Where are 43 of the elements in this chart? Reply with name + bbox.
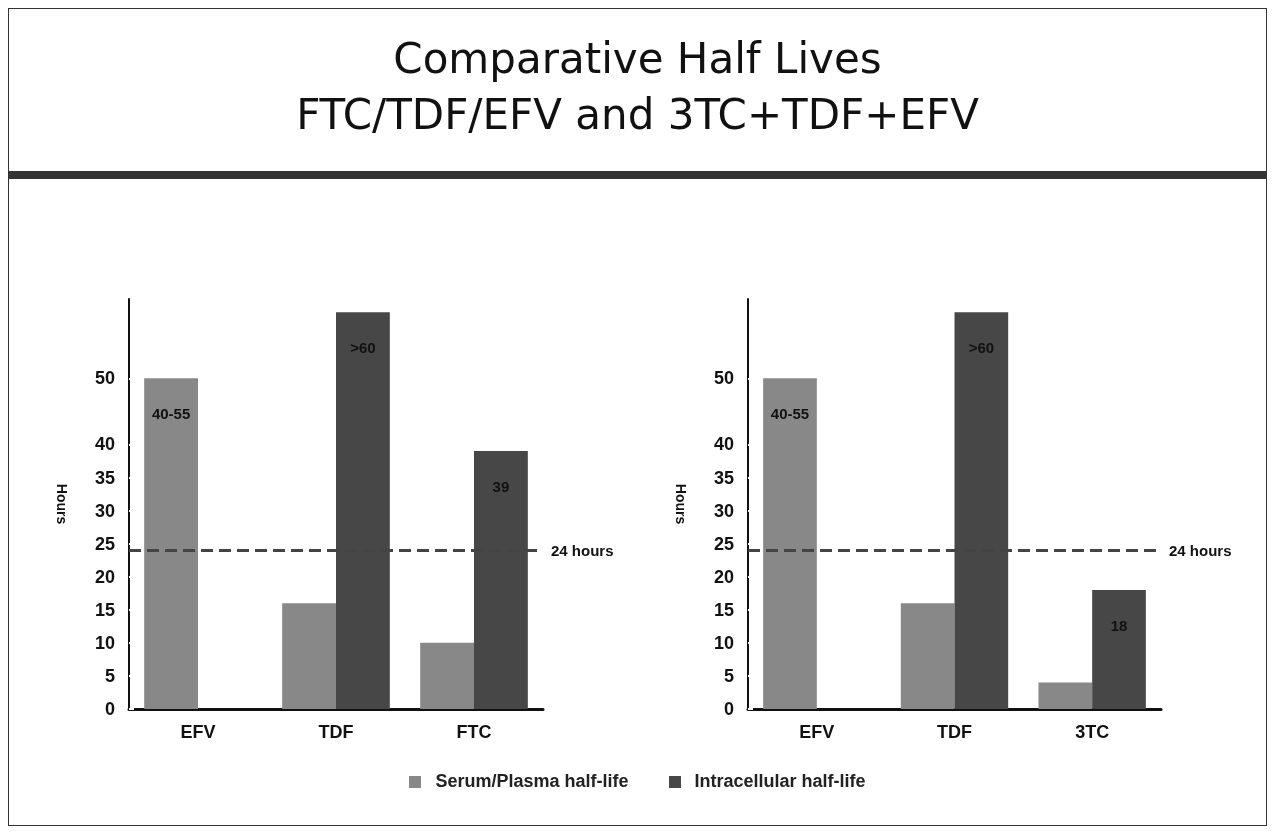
bar <box>1038 682 1093 709</box>
bar <box>763 378 817 709</box>
data-label: 40-55 <box>770 405 810 423</box>
x-tick-label: TDF <box>318 722 354 742</box>
bar <box>420 642 474 709</box>
y-tick-label: 20 <box>94 566 115 587</box>
y-tick-label: 0 <box>104 699 115 719</box>
y-tick-label: 10 <box>94 632 115 653</box>
bar <box>144 378 198 709</box>
y-tick-label: 30 <box>713 500 734 521</box>
x-tick-label: TDF <box>937 722 972 742</box>
y-tick-label: 40 <box>94 434 115 455</box>
y-axis-title: Hours <box>54 483 70 525</box>
y-tick-label: 0 <box>723 699 734 719</box>
data-label: 40-55 <box>151 405 191 423</box>
x-tick-label: 3TC <box>1075 722 1110 742</box>
x-tick-label: EFV <box>799 722 835 742</box>
text: Comparative Half Lives <box>392 33 883 85</box>
legend-label: Serum/Plasma half-life <box>435 771 629 792</box>
y-tick-label: 5 <box>104 665 115 686</box>
y-tick-label: 25 <box>94 533 115 554</box>
y-tick-label: 50 <box>94 368 115 389</box>
text: FTC/TDF/EFV and 3TC+TDF+EFV <box>295 89 980 141</box>
y-tick-label: 10 <box>713 632 734 653</box>
bar <box>1092 589 1146 709</box>
y-axis-title: Hours <box>673 483 689 525</box>
y-tick-label: 35 <box>94 467 115 488</box>
y-tick-label: 5 <box>723 665 734 686</box>
bar <box>900 603 955 709</box>
y-tick-label: 30 <box>94 500 115 521</box>
y-tick-label: 15 <box>713 599 734 620</box>
legend-label: Intracellular half-life <box>694 771 866 792</box>
y-tick-label: 40 <box>713 434 734 455</box>
y-tick-label: 15 <box>94 599 115 620</box>
y-tick-label: 35 <box>713 467 734 488</box>
bar <box>282 603 336 709</box>
y-tick-label: 20 <box>713 566 734 587</box>
ref-line-label: 24 hours <box>551 541 614 559</box>
ref-line-label: 24 hours <box>1169 541 1232 559</box>
y-tick-label: 25 <box>713 533 734 554</box>
y-tick-label: 50 <box>713 368 734 389</box>
x-tick-label: FTC <box>456 722 492 742</box>
x-tick-label: EFV <box>180 722 216 742</box>
